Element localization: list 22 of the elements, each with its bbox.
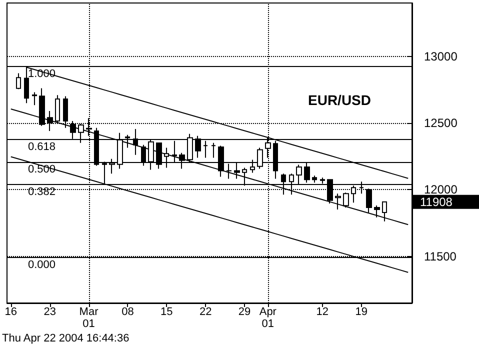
y-tick-label: 11500 [424,249,457,264]
x-tick-label: 16 [4,306,18,318]
x-tick-label: 29 [238,306,251,318]
x-tick-label: 22 [199,306,212,318]
annotation: 0.382 [28,186,56,198]
x-tick-label: 08 [122,306,134,318]
x-tick-label: 23 [44,306,56,318]
x-tick-label: Apr 01 [259,306,277,330]
text: EUR/USD [308,92,372,108]
annotation: 0.000 [28,258,56,271]
annotation: 0.500 [28,163,56,176]
x-tick-label: Mar 01 [79,306,99,330]
y-tick-label: 12500 [424,116,458,130]
x-tick-label: 15 [160,306,173,318]
annotation: 0.618 [28,140,56,153]
text: Thu Apr 22 2004 16:44:36 [2,332,130,344]
x-tick-label: 19 [355,306,368,318]
x-tick-label: 12 [316,306,329,318]
y-tick-label: 12000 [424,182,458,197]
annotation: 1.000 [28,68,56,80]
y-tick-label: 13000 [424,49,458,64]
text: 11908 [420,194,453,209]
